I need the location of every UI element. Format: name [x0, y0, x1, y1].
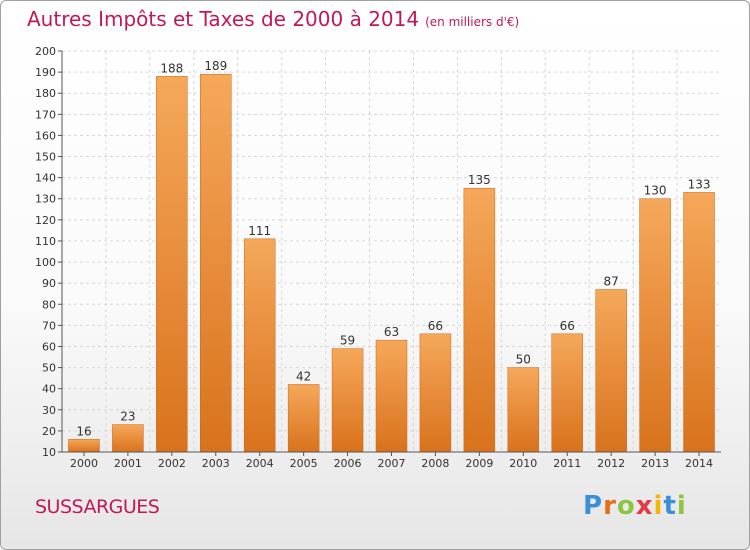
bar-value-label: 133 — [688, 177, 711, 191]
y-tick-label: 10 — [42, 446, 56, 459]
logo-letter: o — [616, 491, 636, 521]
x-tick-label: 2007 — [378, 457, 406, 470]
chart-title-main: Autres Impôts et Taxes de 2000 à 2014 — [27, 7, 420, 31]
x-tick-label: 2013 — [641, 457, 669, 470]
bar-value-label: 188 — [160, 61, 183, 75]
y-tick-label: 110 — [35, 235, 56, 248]
x-tick-label: 2006 — [334, 457, 362, 470]
logo-letter: r — [603, 491, 617, 521]
bar — [331, 348, 364, 453]
y-tick-label: 180 — [35, 87, 56, 100]
axes: 10 20 30 40 50 60 70 80 90 100 110 120 130 140 150 160 1… — [35, 45, 721, 470]
data-labels: 16 23 188 189 111 42 59 63 66 135 50 66 87 130 133 — [76, 59, 710, 438]
bar — [551, 333, 583, 453]
y-tick-label: 60 — [42, 340, 56, 353]
bar — [683, 192, 715, 453]
bar-value-label: 130 — [644, 184, 667, 198]
bar — [200, 73, 232, 453]
bar-value-label: 63 — [384, 325, 399, 339]
bar — [112, 424, 144, 453]
x-tick-label: 2002 — [158, 457, 186, 470]
y-tick-label: 70 — [42, 319, 56, 332]
bar-value-label: 59 — [340, 334, 355, 348]
bar — [419, 333, 452, 453]
y-tick-label: 90 — [42, 277, 56, 290]
chart-title-unit: (en milliers d'€) — [425, 15, 520, 29]
x-tick-label: 2004 — [246, 457, 274, 470]
x-tick-label: 2001 — [114, 457, 142, 470]
y-tick-label: 30 — [42, 404, 56, 417]
bar-value-label: 66 — [428, 319, 443, 333]
y-tick-label: 50 — [42, 362, 56, 375]
x-tick-label: 2009 — [465, 457, 493, 470]
bar-value-label: 111 — [248, 224, 271, 238]
bar-value-label: 66 — [560, 319, 575, 333]
logo-letter: x — [635, 491, 654, 521]
bar — [287, 384, 320, 453]
bar — [507, 367, 540, 453]
bar — [375, 339, 408, 453]
bar-value-label: 23 — [120, 410, 135, 424]
bar-value-label: 189 — [204, 59, 227, 73]
y-tick-label: 40 — [42, 383, 56, 396]
bar — [156, 76, 188, 453]
y-tick-label: 80 — [42, 298, 56, 311]
x-tick-label: 2011 — [553, 457, 581, 470]
x-tick-label: 2010 — [509, 457, 537, 470]
y-tick-label: 120 — [35, 214, 56, 227]
bar — [68, 439, 100, 453]
y-tick-label: 150 — [35, 151, 56, 164]
bar — [463, 187, 496, 453]
proxiti-logo: Proxiti — [583, 491, 687, 521]
commune-name: SUSSARGUES — [35, 496, 160, 518]
bar-value-label: 87 — [604, 274, 619, 288]
y-tick-label: 100 — [35, 256, 56, 269]
bar — [595, 289, 627, 453]
y-tick-label: 130 — [35, 193, 56, 206]
logo-letter: t — [663, 491, 677, 521]
x-tick-label: 2012 — [597, 457, 625, 470]
y-tick-label: 160 — [35, 129, 56, 142]
x-tick-label: 2003 — [202, 457, 230, 470]
bar-value-label: 50 — [516, 353, 531, 367]
y-tick-label: 170 — [35, 108, 56, 121]
bar — [639, 198, 671, 453]
bar — [243, 238, 276, 453]
logo-letter: P — [583, 491, 604, 521]
bars — [68, 73, 715, 453]
y-tick-label: 20 — [42, 425, 56, 438]
chart-title: Autres Impôts et Taxes de 2000 à 2014 (en… — [27, 7, 519, 31]
bar-value-label: 16 — [76, 424, 91, 438]
y-tick-label: 190 — [35, 66, 56, 79]
logo-letter: i — [653, 491, 664, 521]
bar-value-label: 42 — [296, 369, 311, 383]
bar-value-label: 135 — [468, 173, 491, 187]
x-tick-label: 2014 — [685, 457, 713, 470]
y-tick-label: 140 — [35, 172, 56, 185]
x-tick-label: 2008 — [421, 457, 449, 470]
x-tick-label: 2000 — [70, 457, 98, 470]
x-tick-label: 2005 — [290, 457, 318, 470]
logo-letter: i — [676, 491, 687, 521]
y-tick-label: 200 — [35, 45, 56, 58]
